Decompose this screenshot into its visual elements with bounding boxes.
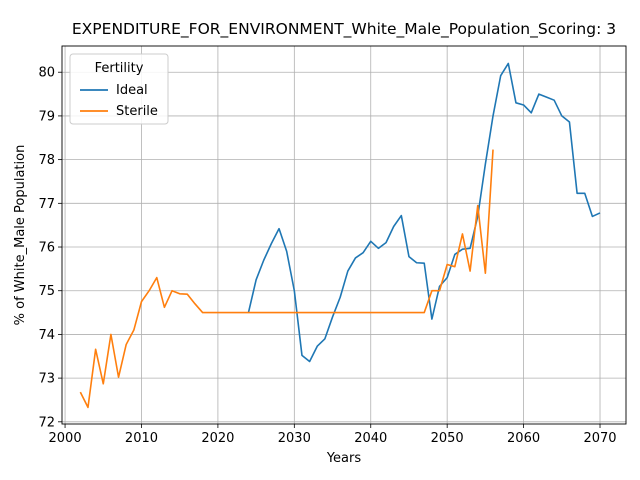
y-axis-label: % of White_Male Population — [13, 145, 28, 326]
y-tick-label: 79 — [38, 109, 55, 124]
y-tick-label: 80 — [38, 66, 55, 81]
legend: Fertility Ideal Sterile — [69, 53, 169, 125]
y-tick-label: 75 — [38, 284, 55, 299]
x-tick-label: 2020 — [201, 431, 234, 446]
x-tick-label: 2070 — [583, 431, 616, 446]
series-layer — [79, 62, 601, 409]
legend-box — [69, 53, 169, 125]
x-tick-label: 2030 — [278, 431, 311, 446]
y-tick-label: 73 — [38, 372, 55, 387]
y-axis: 72 73 74 75 76 77 78 79 80 — [38, 66, 62, 430]
y-tick-label: 76 — [38, 241, 55, 256]
grid — [62, 46, 626, 424]
y-tick-label: 78 — [38, 153, 55, 168]
y-tick-label: 77 — [38, 197, 55, 212]
y-tick-label: 72 — [38, 415, 55, 430]
legend-title: Fertility — [95, 61, 144, 76]
x-axis-label: Years — [326, 451, 362, 466]
y-tick-label: 74 — [38, 328, 55, 343]
plot-frame — [61, 45, 627, 425]
chart-title: EXPENDITURE_FOR_ENVIRONMENT_White_Male_P… — [72, 20, 616, 39]
x-tick-label: 2040 — [354, 431, 387, 446]
legend-label-ideal: Ideal — [116, 83, 148, 98]
x-tick-label: 2010 — [125, 431, 158, 446]
legend-label-sterile: Sterile — [116, 104, 158, 119]
x-tick-label: 2050 — [431, 431, 464, 446]
x-tick-label: 2060 — [507, 431, 540, 446]
series-line-sterile — [79, 149, 494, 409]
x-tick-label: 2000 — [49, 431, 82, 446]
series-line-ideal — [247, 62, 601, 363]
x-axis: 2000 2010 2020 2030 2040 2050 2060 2070 — [49, 424, 617, 446]
